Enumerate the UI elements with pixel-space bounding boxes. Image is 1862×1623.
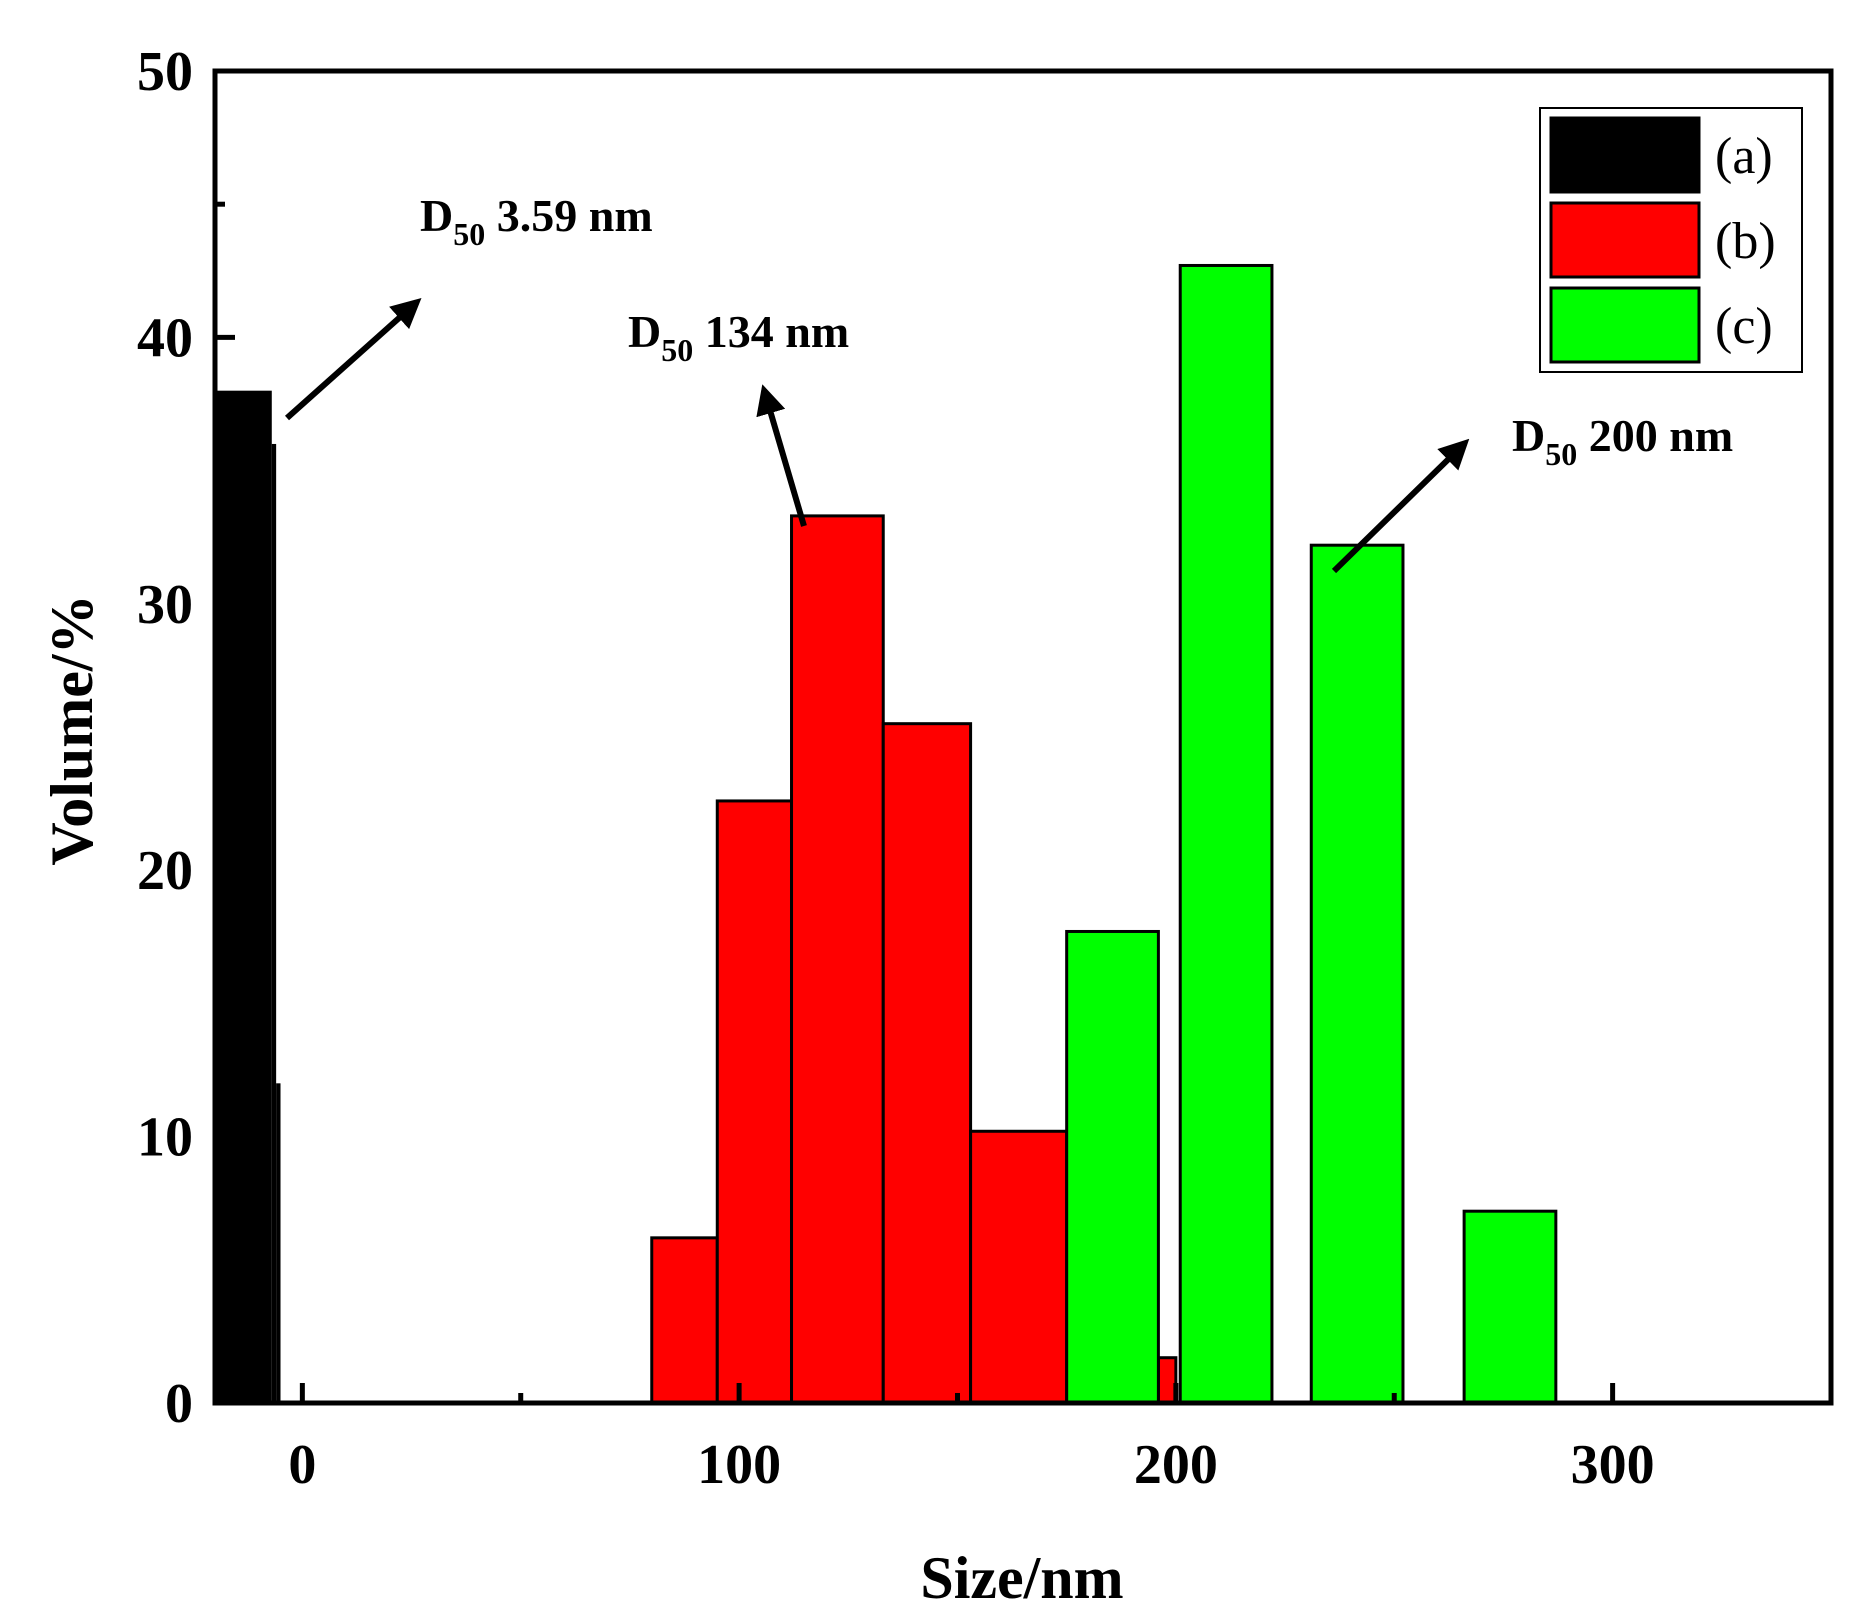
- x-axis-title: Size/nm: [920, 1545, 1123, 1611]
- bar-c-1: [1178, 263, 1274, 1405]
- annotation-arrow-c: [1331, 438, 1470, 574]
- annotation-arrow-b: [756, 384, 807, 527]
- bar-b-0: [650, 1236, 719, 1405]
- y-tick-label-20: 20: [137, 840, 193, 902]
- legend-swatch-c: [1549, 286, 1701, 364]
- x-tick-label-200: 200: [1134, 1434, 1218, 1496]
- y-tick-label-10: 10: [137, 1107, 193, 1169]
- annotation-d50-a: D50 3.59 nm: [420, 190, 653, 252]
- legend-label-c: (c): [1715, 298, 1773, 355]
- bar-a-1: [271, 443, 277, 1404]
- legend-swatch-a: [1549, 116, 1701, 194]
- bar-b-5: [1156, 1356, 1178, 1405]
- legend-label-b: (b): [1715, 213, 1776, 270]
- y-tick-label-0: 0: [165, 1373, 193, 1435]
- y-tick-label-30: 30: [137, 574, 193, 636]
- y-tick-label-40: 40: [137, 307, 193, 369]
- x-tick-label-0: 0: [288, 1434, 316, 1496]
- bar-c-3: [1462, 1209, 1558, 1405]
- bar-b-2: [790, 514, 885, 1405]
- legend-label-a: (a): [1715, 128, 1773, 185]
- bar-b-3: [881, 722, 973, 1405]
- annotation-arrow-a: [285, 298, 422, 421]
- bar-c-0: [1065, 929, 1160, 1405]
- legend: (a) (b) (c): [1539, 107, 1803, 373]
- bar-c-2: [1309, 543, 1405, 1405]
- legend-swatch-b: [1549, 201, 1701, 279]
- bar-b-4: [969, 1129, 1069, 1405]
- x-tick-label-300: 300: [1571, 1434, 1655, 1496]
- y-axis-title: Volume/%: [39, 594, 105, 865]
- bars-group: [215, 263, 1558, 1405]
- x-tick-label-100: 100: [697, 1434, 781, 1496]
- annotation-d50-b: D50 134 nm: [628, 306, 849, 368]
- axis-ticks: 0 100 200 300 0 10 20 30 40 50: [137, 41, 1834, 1496]
- bar-a-0: [215, 390, 272, 1403]
- annotation-d50-c: D50 200 nm: [1512, 410, 1733, 472]
- bar-b-1: [715, 799, 794, 1405]
- y-tick-label-50: 50: [137, 41, 193, 103]
- bar-a-2: [276, 1083, 281, 1403]
